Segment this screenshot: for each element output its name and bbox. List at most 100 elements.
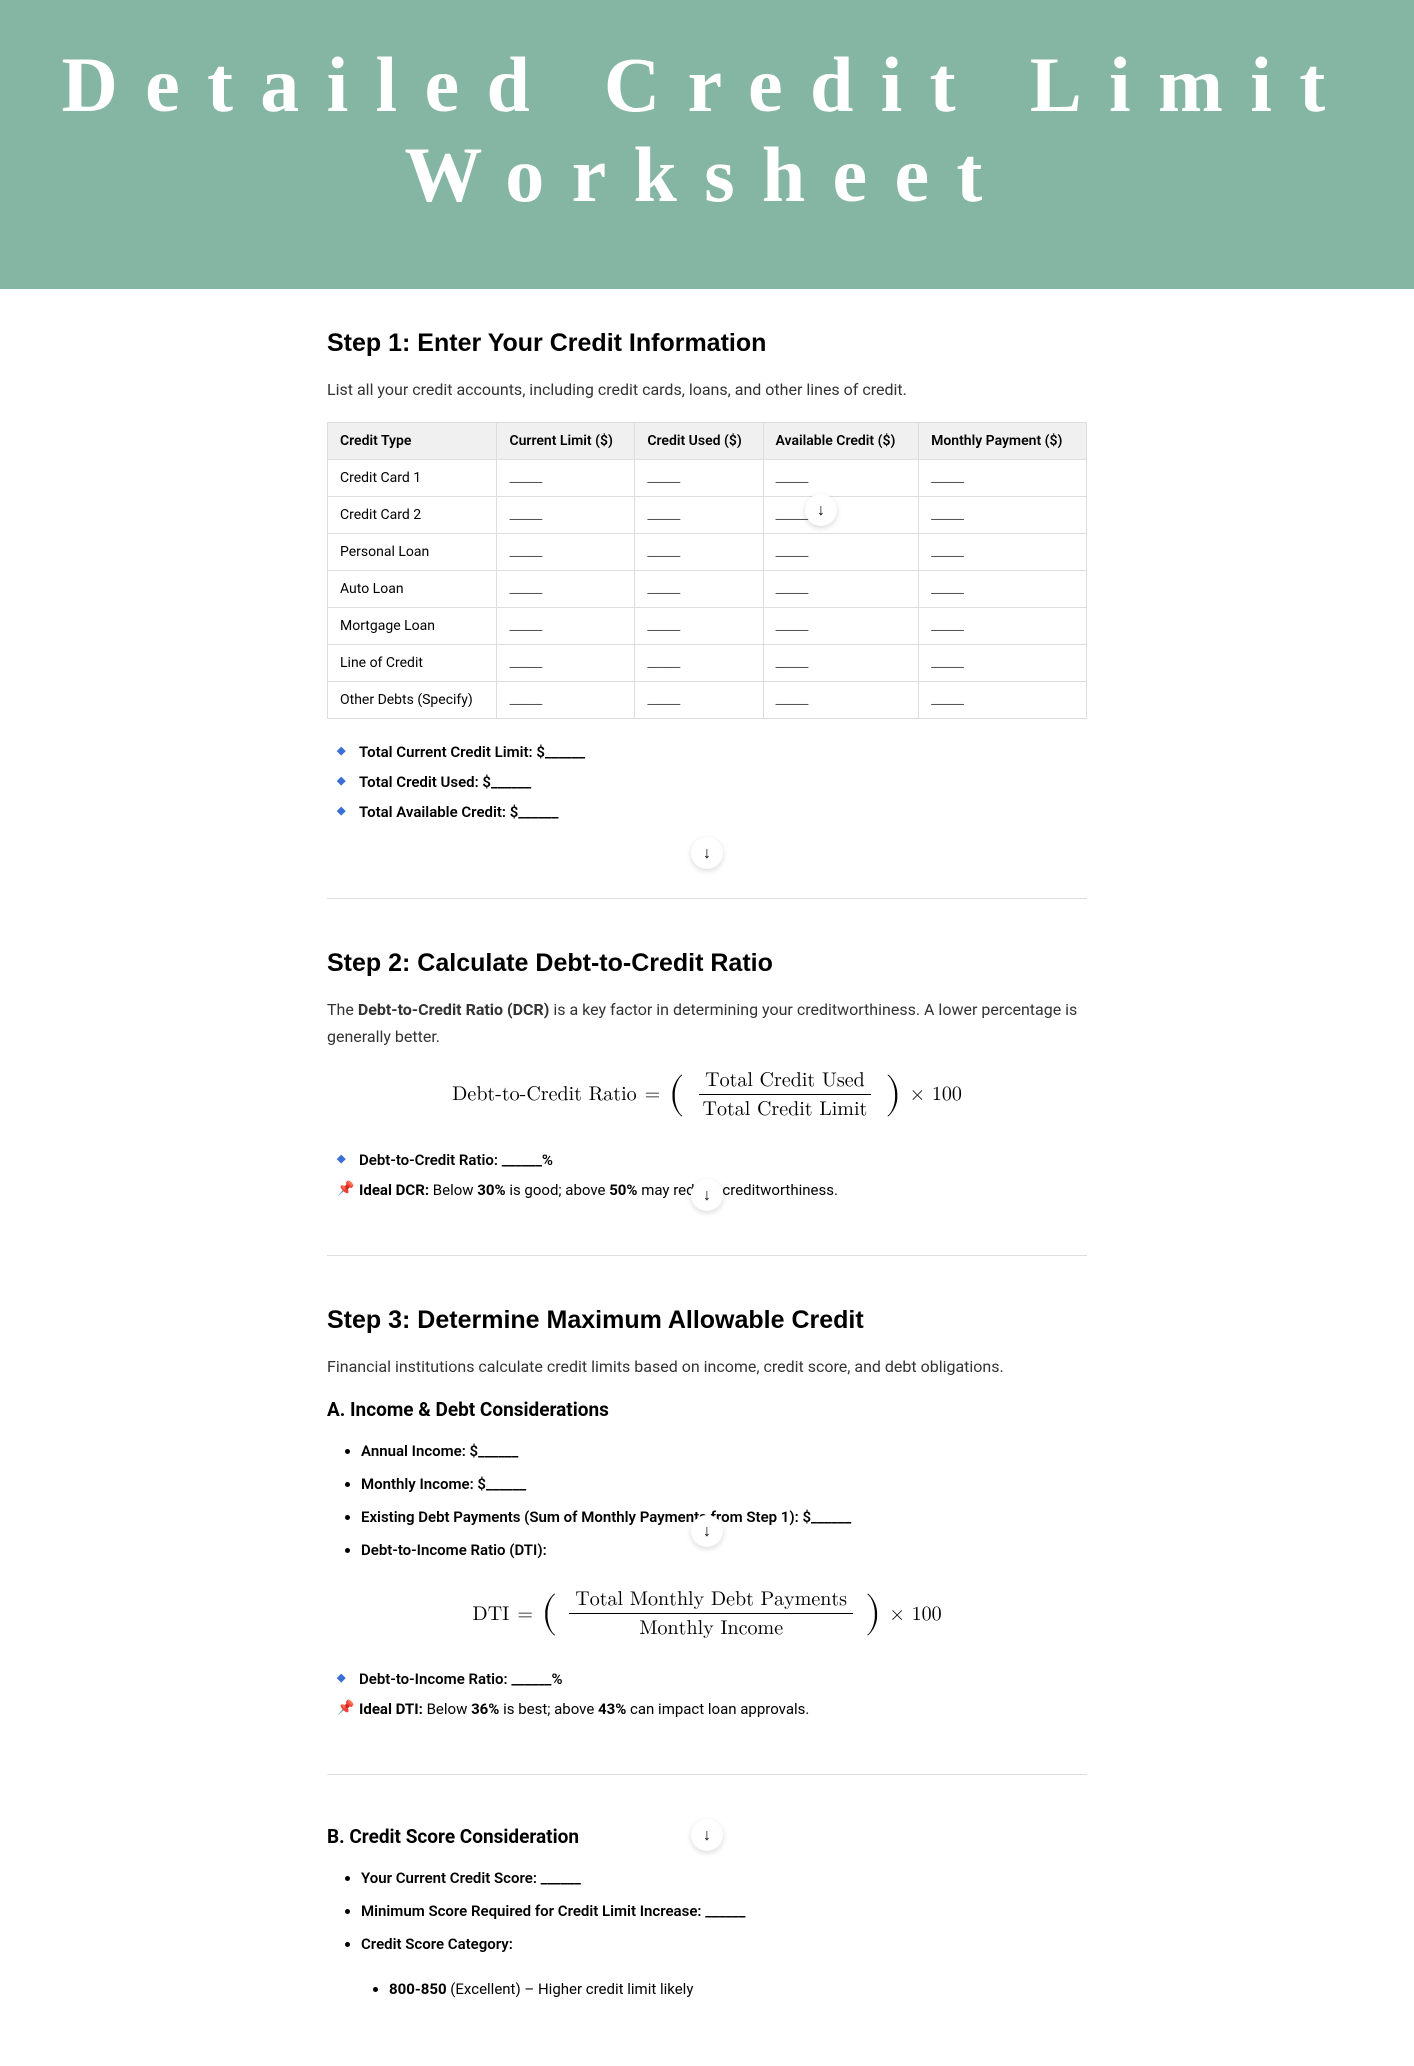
blank-cell: ______ <box>497 644 635 681</box>
credit-type-cell: Mortgage Loan <box>328 607 497 644</box>
dti-results: Debt-to-Income Ratio: ______% Ideal DTI:… <box>337 1664 1087 1724</box>
text: Ideal DTI: <box>359 1700 423 1718</box>
dti-value-line: Debt-to-Income Ratio: ______% <box>337 1664 1087 1694</box>
blank-cell: ______ <box>497 570 635 607</box>
text: The <box>327 1000 358 1019</box>
blank-cell: ______ <box>497 459 635 496</box>
table-header: Current Limit ($) <box>497 422 635 459</box>
total-line: Total Available Credit: $______ <box>337 797 1087 827</box>
blank-cell: ______ <box>635 607 763 644</box>
text: can impact loan approvals. <box>626 1700 809 1718</box>
table-row: Auto Loan________________________ <box>328 570 1087 607</box>
blank-cell: ______ <box>763 644 919 681</box>
blank-cell: ______ <box>919 644 1087 681</box>
text: Below <box>429 1181 477 1199</box>
credit-score-list: Your Current Credit Score: ______Minimum… <box>361 1862 1087 2006</box>
scroll-indicator-icon: ↓ <box>691 1819 723 1851</box>
credit-table: Credit TypeCurrent Limit ($)Credit Used … <box>327 422 1087 719</box>
blank-cell: ______ <box>497 533 635 570</box>
table-row: Credit Card 2________________________ <box>328 496 1087 533</box>
table-row: Personal Loan________________________ <box>328 533 1087 570</box>
page-title: Detailed Credit Limit Worksheet <box>20 40 1394 219</box>
blank-cell: ______ <box>919 681 1087 718</box>
score-category-item: 800-850 (Excellent) – Higher credit limi… <box>389 1973 1087 2006</box>
step1-heading: Step 1: Enter Your Credit Information <box>327 329 1087 358</box>
formula-lhs: DTI <box>472 1602 509 1626</box>
list-item: Debt-to-Income Ratio (DTI): <box>361 1534 1087 1567</box>
formula-tail: × 100 <box>910 1082 962 1106</box>
formula-lhs: Debt-to-Credit Ratio <box>452 1082 636 1106</box>
dcr-results: Debt-to-Credit Ratio: ______% Ideal DCR:… <box>337 1145 1087 1205</box>
formula-tail: × 100 <box>889 1602 941 1626</box>
text: 36% <box>471 1700 499 1718</box>
step3-intro: Financial institutions calculate credit … <box>327 1353 1087 1380</box>
blank-cell: ______ <box>919 570 1087 607</box>
text: 30% <box>477 1181 505 1199</box>
credit-type-cell: Line of Credit <box>328 644 497 681</box>
formula-numerator: Total Credit Used <box>699 1068 871 1095</box>
section-divider <box>327 1774 1087 1775</box>
blank-cell: ______ <box>635 459 763 496</box>
text: may reduce creditworthiness. <box>638 1181 838 1199</box>
list-item: Existing Debt Payments (Sum of Monthly P… <box>361 1501 1087 1534</box>
text: is good; above <box>506 1181 610 1199</box>
formula-denominator: Monthly Income <box>633 1614 789 1640</box>
scroll-indicator-icon: ↓ <box>691 1515 723 1547</box>
blank-cell: ______ <box>763 496 919 533</box>
formula-numerator: Total Monthly Debt Payments <box>569 1587 853 1614</box>
section-divider <box>327 1255 1087 1256</box>
list-item: Your Current Credit Score: ______ <box>361 1862 1087 1895</box>
blank-cell: ______ <box>635 644 763 681</box>
table-row: Line of Credit________________________ <box>328 644 1087 681</box>
text: is best; above <box>499 1700 598 1718</box>
dcr-value-line: Debt-to-Credit Ratio: ______% <box>337 1145 1087 1175</box>
text: 50% <box>609 1181 637 1199</box>
table-header: Monthly Payment ($) <box>919 422 1087 459</box>
list-item: Monthly Income: $______ <box>361 1468 1087 1501</box>
text: Debt-to-Credit Ratio (DCR) <box>358 1000 550 1019</box>
credit-type-cell: Credit Card 2 <box>328 496 497 533</box>
list-item: Annual Income: $______ <box>361 1435 1087 1468</box>
list-item: Credit Score Category:800-850 (Excellent… <box>361 1928 1087 2006</box>
total-line: Total Current Credit Limit: $______ <box>337 737 1087 767</box>
dti-formula: DTI = ( Total Monthly Debt Payments Mont… <box>327 1587 1087 1640</box>
blank-cell: ______ <box>919 607 1087 644</box>
blank-cell: ______ <box>763 681 919 718</box>
scroll-indicator-icon: ↓ <box>691 837 723 869</box>
blank-cell: ______ <box>497 496 635 533</box>
credit-type-cell: Auto Loan <box>328 570 497 607</box>
blank-cell: ______ <box>763 607 919 644</box>
table-header: Available Credit ($) <box>763 422 919 459</box>
table-row: Other Debts (Specify)___________________… <box>328 681 1087 718</box>
section-divider <box>327 898 1087 899</box>
scroll-indicator-icon: ↓ <box>691 1179 723 1211</box>
credit-type-cell: Personal Loan <box>328 533 497 570</box>
main-content: Step 1: Enter Your Credit Information Li… <box>327 289 1087 2066</box>
blank-cell: ______ <box>919 496 1087 533</box>
table-row: Credit Card 1________________________ <box>328 459 1087 496</box>
blank-cell: ______ <box>635 681 763 718</box>
list-item: Minimum Score Required for Credit Limit … <box>361 1895 1087 1928</box>
totals-list: Total Current Credit Limit: $______Total… <box>337 737 1087 827</box>
blank-cell: ______ <box>763 570 919 607</box>
table-header: Credit Used ($) <box>635 422 763 459</box>
step2-intro: The Debt-to-Credit Ratio (DCR) is a key … <box>327 996 1087 1050</box>
hero-banner: Detailed Credit Limit Worksheet <box>0 0 1414 289</box>
step3a-heading: A. Income & Debt Considerations <box>327 1398 1087 1421</box>
blank-cell: ______ <box>635 533 763 570</box>
dti-ideal-line: Ideal DTI: Below 36% is best; above 43% … <box>337 1694 1087 1724</box>
total-line: Total Credit Used: $______ <box>337 767 1087 797</box>
dcr-formula: Debt-to-Credit Ratio = ( Total Credit Us… <box>327 1068 1087 1121</box>
text: 43% <box>598 1700 626 1718</box>
table-row: Mortgage Loan________________________ <box>328 607 1087 644</box>
blank-cell: ______ <box>919 459 1087 496</box>
formula-denominator: Total Credit Limit <box>697 1095 874 1121</box>
scroll-indicator-icon: ↓ <box>805 494 837 526</box>
income-debt-list: Annual Income: $______Monthly Income: $_… <box>361 1435 1087 1567</box>
step1-intro: List all your credit accounts, including… <box>327 376 1087 403</box>
credit-type-cell: Credit Card 1 <box>328 459 497 496</box>
blank-cell: ______ <box>497 607 635 644</box>
credit-type-cell: Other Debts (Specify) <box>328 681 497 718</box>
blank-cell: ______ <box>635 496 763 533</box>
blank-cell: ______ <box>635 570 763 607</box>
